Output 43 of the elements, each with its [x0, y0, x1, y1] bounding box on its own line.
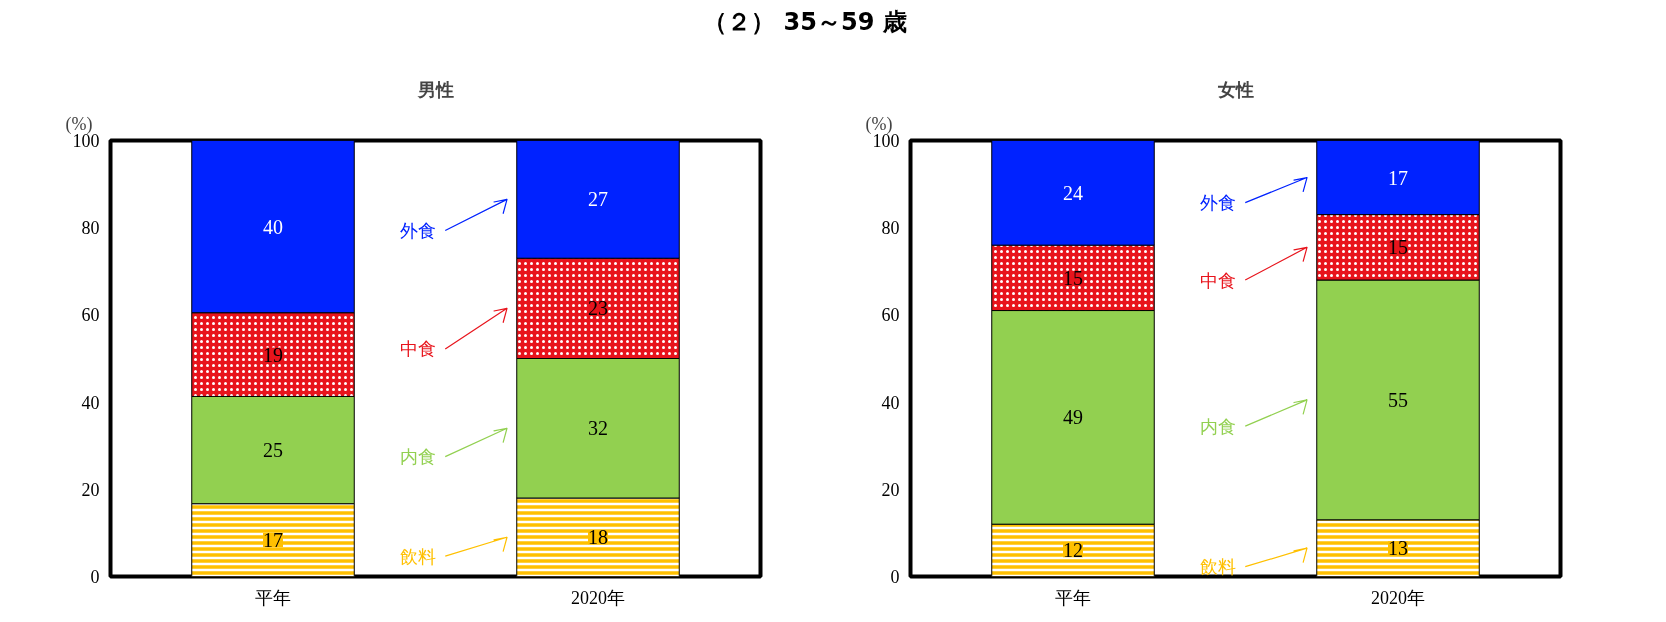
text: 中食 — [1199, 269, 1236, 291]
y-tick-label: 40 — [881, 392, 900, 413]
y-tick-label: 60 — [81, 305, 100, 326]
y-axis-title: (%) — [65, 113, 93, 135]
text: 内食 — [399, 446, 436, 468]
data-label: 40 — [263, 215, 283, 238]
data-label: 23 — [588, 297, 608, 320]
y-tick-label: 40 — [81, 392, 100, 413]
x-tick-label: 2020年 — [1371, 587, 1425, 608]
data-label: 25 — [263, 439, 283, 462]
text: 外食 — [399, 219, 436, 241]
text: 中食 — [399, 338, 436, 360]
data-label: 55 — [1388, 388, 1408, 411]
text: 内食 — [1199, 415, 1236, 437]
data-label: 24 — [1063, 181, 1083, 204]
data-label: 12 — [1063, 539, 1083, 562]
y-tick-label: 20 — [81, 479, 100, 500]
y-tick-label: 20 — [881, 479, 900, 500]
y-tick-label: 60 — [881, 305, 900, 326]
y-tick-label: 0 — [890, 567, 900, 587]
text: （２） 35～59 歳 — [703, 7, 907, 38]
data-label: 49 — [1063, 406, 1083, 429]
data-label: 32 — [588, 417, 608, 440]
y-tick-label: 0 — [90, 567, 100, 587]
y-tick-label: 80 — [81, 218, 100, 239]
data-label: 17 — [263, 529, 283, 552]
chart-title: 女性 — [1216, 78, 1254, 100]
data-label: 19 — [263, 343, 283, 366]
legend-label: 飲料 — [399, 545, 436, 567]
x-tick-label: 2020年 — [571, 587, 625, 608]
chart-title: 男性 — [416, 78, 454, 100]
x-tick-label: 平年 — [255, 587, 291, 608]
data-label: 17 — [1388, 166, 1408, 189]
data-label: 15 — [1063, 266, 1083, 289]
y-axis-title: (%) — [865, 113, 893, 135]
data-label: 27 — [588, 188, 608, 211]
x-tick-label: 平年 — [1055, 587, 1091, 608]
y-tick-label: 80 — [881, 218, 900, 239]
data-label: 18 — [588, 526, 608, 549]
data-label: 13 — [1388, 537, 1408, 560]
legend-label: 飲料 — [1199, 556, 1236, 578]
data-label: 15 — [1388, 236, 1408, 259]
legend-label: 外食 — [1199, 192, 1236, 214]
